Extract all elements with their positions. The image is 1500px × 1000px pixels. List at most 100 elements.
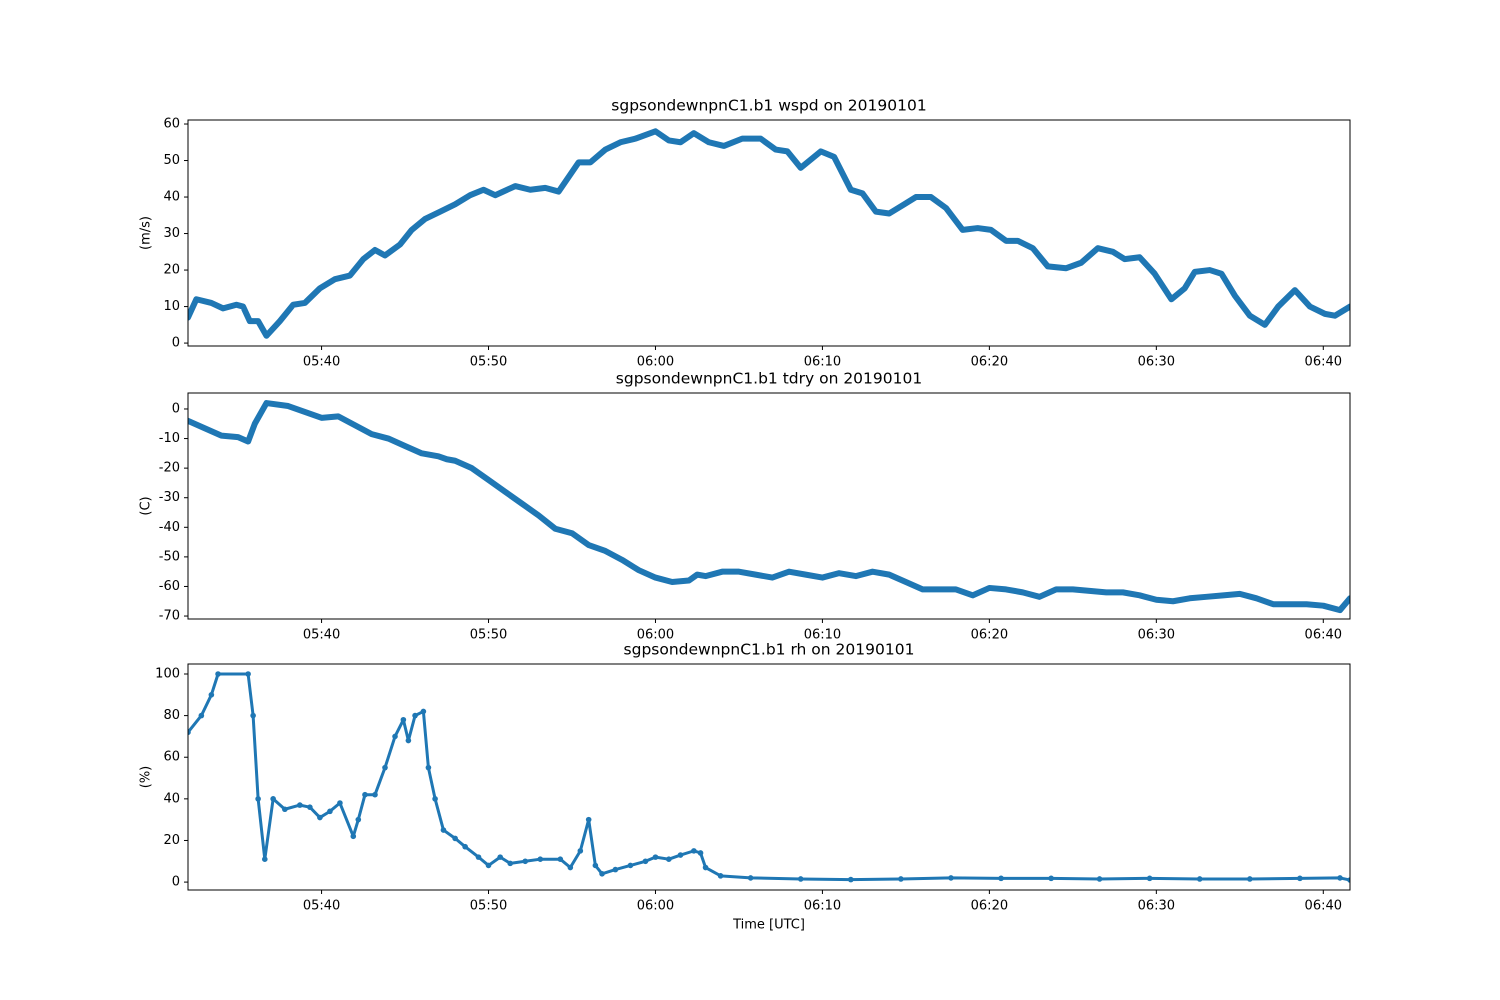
y-tick-label: 60 xyxy=(163,117,180,132)
y-tick-label: -60 xyxy=(159,579,180,594)
x-tick-label: 06:10 xyxy=(804,628,841,643)
data-point xyxy=(475,854,482,860)
x-axis-label: Time [UTC] xyxy=(732,918,805,933)
data-point xyxy=(797,876,804,882)
data-point xyxy=(1048,875,1054,882)
data-point xyxy=(697,850,704,856)
x-tick-label: 05:50 xyxy=(470,899,507,914)
y-tick-label: -70 xyxy=(159,609,180,624)
data-point xyxy=(898,876,904,882)
data-point xyxy=(717,873,724,879)
data-point xyxy=(270,796,276,802)
x-tick-label: 05:50 xyxy=(470,628,507,643)
data-point xyxy=(440,827,447,833)
axes-frame xyxy=(187,119,1351,347)
x-tick-label: 06:30 xyxy=(1138,628,1175,643)
y-tick-label: 20 xyxy=(163,263,180,278)
data-point xyxy=(188,729,191,736)
y-axis-label: (%) xyxy=(139,766,154,789)
x-tick-label: 06:20 xyxy=(971,899,1008,914)
data-point xyxy=(998,875,1004,882)
x-tick-label: 05:40 xyxy=(303,628,340,643)
data-point xyxy=(585,816,592,823)
data-point xyxy=(485,862,492,869)
x-tick-label: 05:40 xyxy=(303,899,340,914)
data-point xyxy=(1337,875,1343,881)
data-point xyxy=(307,804,313,810)
data-point xyxy=(1347,877,1350,883)
y-tick-label: -50 xyxy=(159,549,180,564)
data-point xyxy=(350,833,357,840)
data-point xyxy=(255,796,261,802)
data-point xyxy=(497,854,504,860)
data-line xyxy=(188,128,1350,339)
y-tick-label: 60 xyxy=(163,750,180,765)
data-point xyxy=(507,860,514,867)
y-tick-label: 40 xyxy=(163,791,180,806)
axes-frame xyxy=(187,663,1351,891)
data-point xyxy=(412,712,418,719)
data-point xyxy=(557,856,564,863)
data-point xyxy=(592,862,599,869)
data-point xyxy=(666,856,672,863)
x-tick-label: 06:40 xyxy=(1305,355,1342,370)
data-point xyxy=(1247,876,1253,882)
data-point xyxy=(392,733,398,740)
x-tick-label: 06:40 xyxy=(1305,628,1342,643)
data-point xyxy=(337,800,343,806)
x-tick-label: 06:10 xyxy=(804,355,841,370)
data-point xyxy=(432,796,438,802)
x-tick-label: 05:40 xyxy=(303,355,340,370)
y-tick-label: 40 xyxy=(163,190,180,205)
y-tick-label: 50 xyxy=(163,153,180,168)
x-tick-label: 06:40 xyxy=(1305,899,1342,914)
data-point xyxy=(627,862,634,869)
data-point xyxy=(327,808,333,815)
data-point xyxy=(372,791,378,798)
data-point xyxy=(1146,875,1153,882)
data-point xyxy=(642,858,649,865)
data-point xyxy=(198,712,205,719)
y-tick-label: 80 xyxy=(163,708,180,723)
y-axis-label: (C) xyxy=(139,496,154,515)
y-tick-label: 0 xyxy=(172,875,180,890)
data-point xyxy=(362,791,368,798)
x-tick-label: 06:30 xyxy=(1138,355,1175,370)
data-point xyxy=(250,712,256,719)
data-point xyxy=(747,875,754,881)
x-tick-label: 06:00 xyxy=(637,899,674,914)
x-tick-label: 05:50 xyxy=(470,355,507,370)
data-point xyxy=(522,858,529,865)
y-tick-label: -30 xyxy=(159,490,180,505)
data-point xyxy=(355,816,362,823)
data-point xyxy=(537,856,544,863)
data-point xyxy=(282,806,288,813)
data-point xyxy=(691,848,697,854)
data-point xyxy=(577,848,584,854)
y-tick-label: -20 xyxy=(159,461,180,476)
data-point xyxy=(261,856,268,863)
data-line xyxy=(188,672,1350,882)
data-point xyxy=(462,843,468,850)
data-point xyxy=(567,864,574,871)
x-tick-label: 06:00 xyxy=(637,355,674,370)
data-point xyxy=(612,866,619,873)
x-tick-label: 06:20 xyxy=(971,355,1008,370)
data-point xyxy=(215,671,221,677)
data-point xyxy=(245,671,251,677)
y-tick-label: 10 xyxy=(163,299,180,314)
y-tick-label: -40 xyxy=(159,520,180,535)
x-tick-label: 06:20 xyxy=(971,628,1008,643)
data-point xyxy=(948,875,954,881)
data-point xyxy=(382,764,388,771)
data-point xyxy=(297,802,303,808)
y-axis-label: (m/s) xyxy=(139,216,154,250)
y-tick-label: 20 xyxy=(163,833,180,848)
y-tick-label: 30 xyxy=(163,226,180,241)
data-point xyxy=(652,854,659,860)
data-point xyxy=(1096,876,1103,882)
data-point xyxy=(405,737,412,744)
data-point xyxy=(208,691,215,698)
chart-title: sgpsondewnpnC1.b1 rh on 20190101 xyxy=(624,641,915,659)
